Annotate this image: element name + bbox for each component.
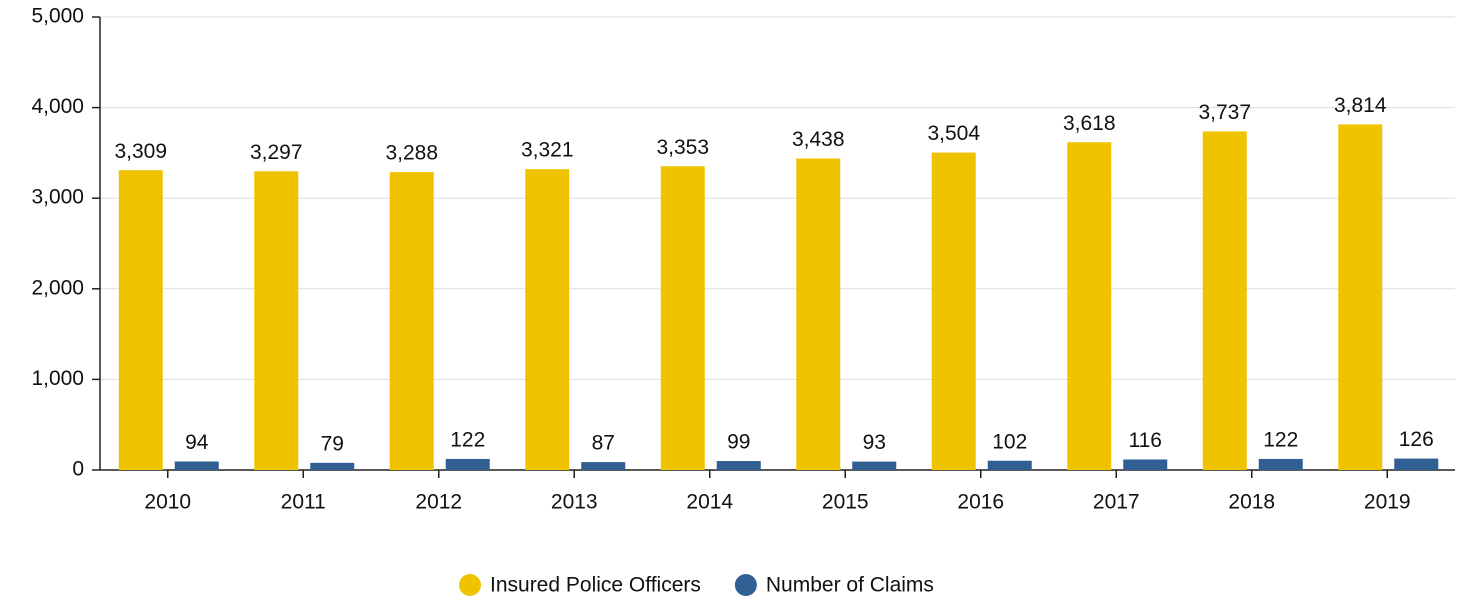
y-tick-label: 0	[72, 458, 84, 481]
bar	[310, 462, 355, 470]
data-label: 79	[321, 432, 344, 455]
data-label: 99	[727, 431, 750, 454]
bar	[1123, 459, 1168, 470]
x-tick-label: 2019	[1364, 491, 1411, 514]
bar	[1394, 458, 1439, 470]
data-label: 3,288	[385, 142, 438, 165]
data-label: 94	[185, 431, 209, 454]
x-tick-label: 2015	[822, 491, 869, 514]
y-tick-label: 5,000	[31, 5, 84, 28]
x-tick-label: 2010	[144, 491, 191, 514]
bar	[716, 461, 761, 470]
legend-label: Insured Police Officers	[490, 574, 701, 597]
data-label: 3,309	[114, 140, 167, 163]
data-label: 3,618	[1063, 112, 1116, 135]
y-tick-label: 2,000	[31, 276, 84, 299]
bar	[1202, 131, 1247, 470]
data-label: 93	[863, 431, 886, 454]
data-label: 126	[1399, 428, 1434, 451]
data-label: 3,504	[927, 122, 980, 145]
bar	[118, 170, 163, 471]
data-label: 3,737	[1198, 101, 1251, 124]
bar	[445, 458, 490, 470]
y-tick-label: 1,000	[31, 367, 84, 390]
data-label: 122	[450, 428, 485, 451]
x-tick-label: 2017	[1093, 491, 1140, 514]
bar	[796, 158, 841, 470]
bar	[931, 152, 976, 470]
data-label: 122	[1263, 428, 1298, 451]
data-label: 3,814	[1334, 94, 1387, 117]
data-label: 3,353	[656, 136, 709, 159]
y-tick-label: 4,000	[31, 95, 84, 118]
x-tick-label: 2013	[551, 491, 598, 514]
bar	[525, 169, 570, 470]
bar	[389, 172, 434, 471]
data-label: 87	[592, 432, 615, 455]
bar	[254, 171, 299, 470]
x-tick-label: 2016	[957, 491, 1004, 514]
legend-swatch	[459, 574, 481, 596]
bar	[660, 166, 705, 470]
bar	[1067, 142, 1112, 470]
bar	[852, 461, 897, 470]
data-label: 3,438	[792, 128, 845, 151]
y-tick-label: 3,000	[31, 186, 84, 209]
x-tick-label: 2011	[281, 491, 326, 514]
bar	[581, 462, 626, 470]
bar	[174, 461, 219, 470]
bar	[1338, 124, 1383, 470]
bar	[987, 460, 1032, 470]
x-tick-label: 2014	[686, 491, 733, 514]
data-label: 116	[1129, 429, 1162, 452]
x-tick-label: 2018	[1228, 491, 1275, 514]
bar	[1258, 458, 1303, 470]
legend-label: Number of Claims	[766, 574, 934, 597]
data-label: 3,321	[521, 139, 574, 162]
data-label: 3,297	[250, 141, 303, 164]
legend-swatch	[734, 574, 757, 596]
x-tick-label: 2012	[415, 491, 462, 514]
data-label: 102	[992, 430, 1027, 453]
